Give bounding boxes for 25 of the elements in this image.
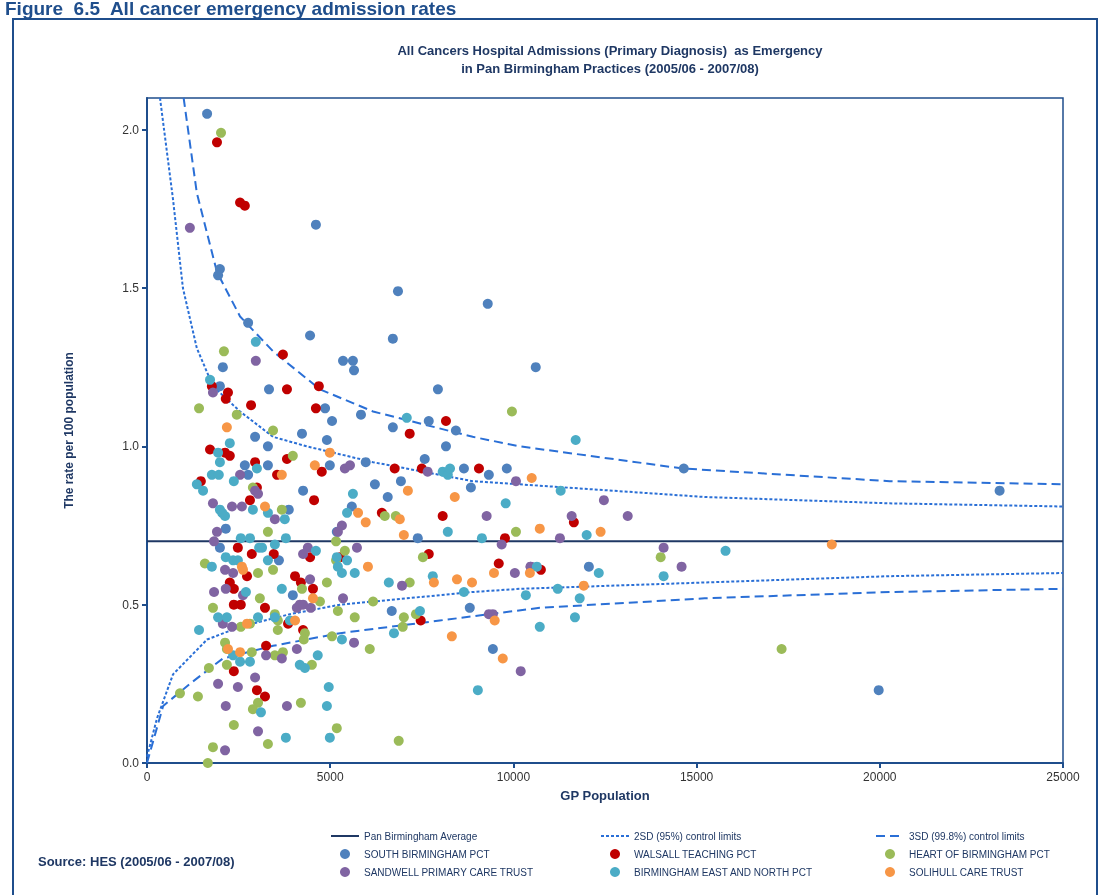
legend-label: WALSALL TEACHING PCT	[634, 848, 757, 860]
x-axis-title: GP Population	[560, 788, 650, 803]
source-note: Source: HES (2005/06 - 2007/08)	[38, 854, 235, 869]
legend-label: SOUTH BIRMINGHAM PCT	[364, 848, 490, 860]
legend-label: BIRMINGHAM EAST AND NORTH PCT	[634, 866, 812, 878]
legend-label: 2SD (95%) control limits	[634, 830, 742, 842]
y-tick-label: 0.5	[122, 597, 140, 612]
chart-title: Figure 6.5 All cancer emergency admission rates	[5, 0, 457, 19]
legend-label: SOLIHULL CARE TRUST	[909, 866, 1024, 878]
legend-label: Pan Birmingham Average	[364, 830, 478, 842]
x-tick-label: 20000	[863, 770, 897, 784]
x-tick-label: 25000	[1046, 770, 1081, 784]
y-tick-label: 0.0	[122, 756, 140, 770]
x-tick-label: 10000	[496, 770, 531, 784]
legend-label: HEART OF BIRMINGHAM PCT	[909, 848, 1050, 860]
y-tick-label: 2.0	[122, 122, 140, 137]
y-axis-title: The rate per 100 population	[62, 352, 76, 509]
legend-label: 3SD (99.8%) control limits	[909, 830, 1025, 842]
legend-label: SANDWELL PRIMARY CARE TRUST	[364, 866, 534, 878]
y-tick-label: 1.0	[122, 439, 140, 454]
x-tick-label: 5000	[316, 770, 344, 784]
chart-subtitle: All Cancers Hospital Admissions (Primary Diagnosis) as Emergency in Pan Birmingham Practices (2005/06 - 2007/08)	[397, 42, 824, 76]
x-tick-label: 15000	[679, 770, 714, 784]
y-tick-label: 1.5	[122, 281, 140, 295]
x-tick-label: 0	[143, 770, 151, 784]
